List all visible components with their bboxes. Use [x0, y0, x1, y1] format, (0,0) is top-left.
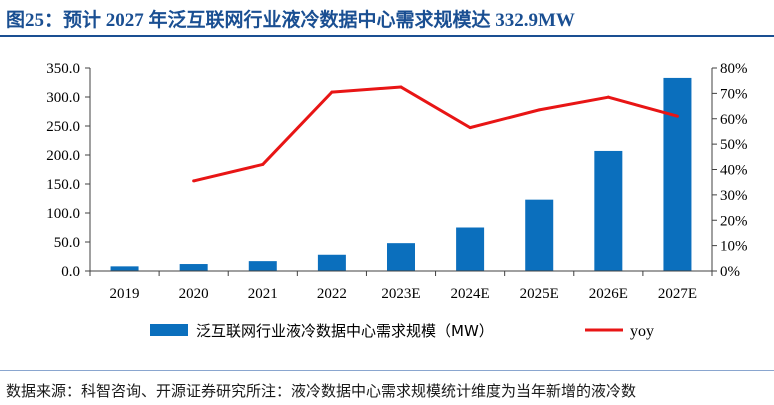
left-tick-label: 200.0 — [46, 148, 80, 164]
right-tick-label: 0% — [720, 264, 740, 280]
bar-series — [110, 77, 692, 271]
yoy-point-2020 — [192, 179, 196, 183]
bar-2027E — [663, 77, 692, 271]
left-tick-label: 50.0 — [54, 235, 80, 251]
x-tick-label: 2025E — [520, 286, 559, 302]
yoy-point-2023E — [399, 85, 403, 89]
yoy-line-series — [192, 85, 679, 183]
left-tick-label: 250.0 — [46, 119, 80, 135]
chart-legend: 泛互联网行业液冷数据中心需求规模（MW） yoy — [150, 322, 654, 340]
title-divider — [0, 35, 774, 37]
bar-2021 — [248, 261, 277, 271]
yoy-point-2024E — [468, 126, 472, 130]
left-tick-label: 300.0 — [46, 90, 80, 106]
combo-chart: 0.0 50.0 100.0 150.0 200.0 250.0 300.0 350.0 0% 1… — [46, 61, 747, 340]
figure-title: 图25：预计 2027 年泛互联网行业液冷数据中心需求规模达 332.9MW — [6, 10, 575, 31]
right-tick-label: 40% — [720, 163, 748, 179]
yoy-point-2021 — [261, 162, 265, 166]
bar-2026E — [594, 150, 623, 271]
right-tick-label: 60% — [720, 112, 748, 128]
legend-bar-label: 泛互联网行业液冷数据中心需求规模（MW） — [196, 322, 494, 340]
source-note: 数据来源：科智咨询、开源证券研究所注：液冷数据中心需求规模统计维度为当年新增的液… — [6, 382, 637, 400]
legend-line-label: yoy — [630, 323, 654, 340]
x-tick-label: 2024E — [451, 286, 490, 302]
x-tick-label: 2022 — [317, 286, 347, 302]
yoy-point-2027E — [675, 114, 679, 118]
right-tick-label: 10% — [720, 239, 748, 255]
yoy-point-2026E — [606, 95, 610, 99]
source-divider — [0, 370, 774, 371]
yoy-point-2025E — [537, 108, 541, 112]
bar-2019 — [110, 266, 139, 271]
bar-2020 — [179, 264, 208, 271]
right-tick-label: 70% — [720, 86, 748, 102]
right-tick-label: 30% — [720, 188, 748, 204]
right-tick-label: 20% — [720, 213, 748, 229]
right-tick-label: 50% — [720, 137, 748, 153]
legend-bar-swatch — [150, 324, 188, 336]
left-tick-label: 0.0 — [61, 264, 80, 280]
bar-2025E — [525, 199, 554, 271]
chart-axes: 0.0 50.0 100.0 150.0 200.0 250.0 300.0 350.0 0% 1… — [46, 61, 747, 302]
x-tick-label: 2021 — [248, 286, 278, 302]
left-tick-label: 350.0 — [46, 61, 80, 77]
left-tick-label: 150.0 — [46, 177, 80, 193]
left-tick-label: 100.0 — [46, 206, 80, 222]
x-tick-label: 2019 — [110, 286, 140, 302]
bar-2023E — [387, 243, 415, 271]
x-tick-label: 2023E — [381, 286, 420, 302]
x-tick-label: 2027E — [658, 286, 697, 302]
yoy-line — [193, 85, 678, 183]
x-tick-label: 2026E — [589, 286, 628, 302]
bar-2024E — [456, 227, 485, 271]
right-tick-label: 80% — [720, 61, 748, 77]
yoy-point-2022 — [330, 90, 334, 94]
x-tick-label: 2020 — [179, 286, 209, 302]
bar-2022 — [317, 254, 346, 271]
